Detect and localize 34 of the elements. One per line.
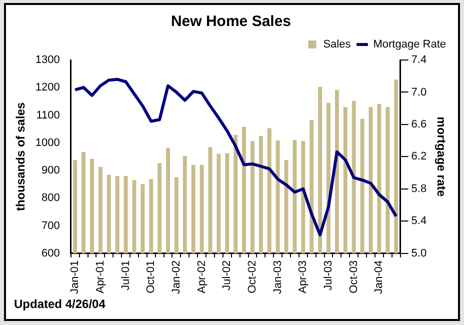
x-tick-label: Jul-01: [120, 260, 132, 290]
y2-tick-label: 6.2: [411, 150, 427, 163]
y2-axis-title: mortgage rate: [434, 116, 448, 198]
x-tick-label: Jan-02: [170, 260, 182, 294]
x-tick-label: Jan-04: [373, 260, 386, 294]
x-tick-label: Jan-01: [69, 260, 82, 294]
y2-tick-label: 6.6: [411, 118, 427, 130]
y2-tick-label: 5.4: [411, 215, 427, 228]
x-tick-label: Apr-03: [297, 260, 310, 294]
text: Updated 4/26/04: [14, 297, 106, 311]
y-tick-label: 700: [42, 220, 60, 232]
x-tick-label: Apr-02: [196, 260, 208, 294]
y-axis-title: thousands of sales: [14, 102, 28, 212]
y2-tick-label: 5.8: [411, 182, 427, 195]
x-tick-label: Jul-02: [221, 260, 234, 290]
x-tick-label: Apr-01: [94, 260, 106, 294]
x-tick-label: Jul-03: [322, 260, 335, 290]
y-tick-label: 900: [42, 164, 60, 177]
y-tick-label: 800: [42, 192, 60, 204]
chart-title: New Home Sales: [170, 13, 292, 30]
y-tick-label: 1000: [35, 136, 60, 149]
x-tick-label: Oct-02: [246, 260, 259, 294]
y2-tick-label: 7.4: [411, 54, 427, 66]
x-tick-label: Jan-03: [272, 260, 284, 294]
y-tick-label: 1300: [35, 54, 60, 66]
y2-tick-label: 7.0: [411, 86, 427, 98]
legend-label: Mortgage Rate: [373, 38, 446, 51]
y-tick-label: 1100: [36, 109, 60, 122]
legend-label: Sales: [323, 38, 352, 51]
x-tick-label: Oct-03: [348, 260, 360, 294]
y-tick-label: 1200: [35, 82, 60, 94]
y2-tick-label: 5.0: [411, 247, 427, 260]
y-tick-label: 600: [42, 247, 60, 260]
x-tick-label: Oct-01: [145, 260, 158, 294]
